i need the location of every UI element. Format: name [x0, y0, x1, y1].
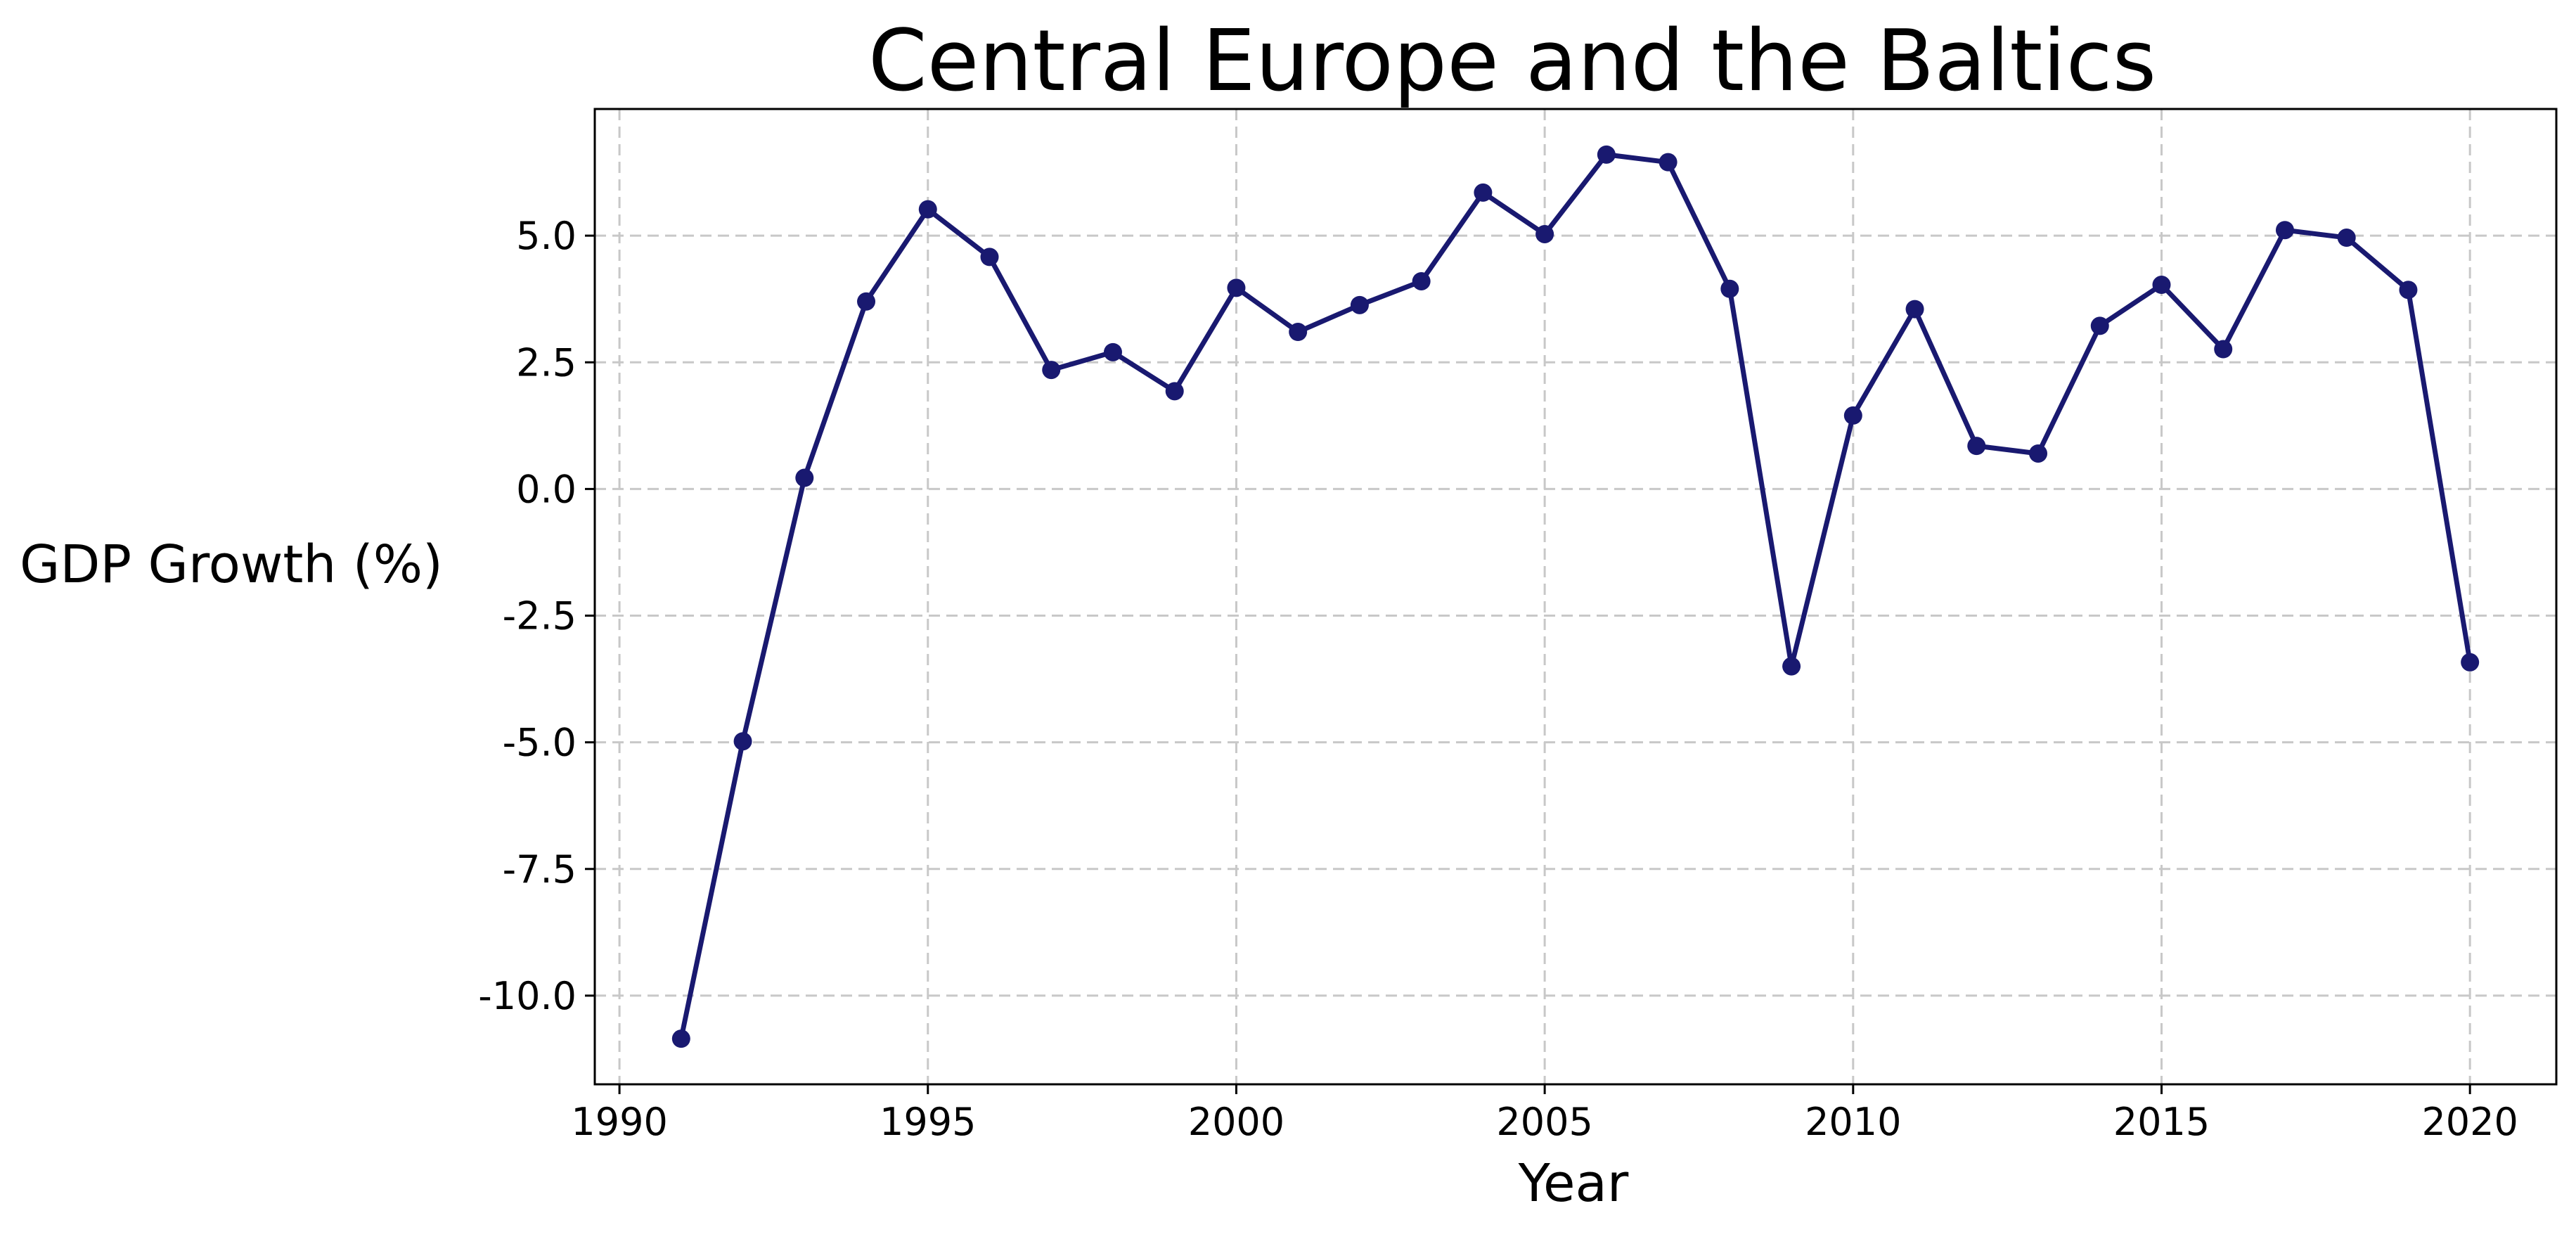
y-axis-label: GDP Growth (%): [20, 534, 443, 595]
data-point: [2461, 653, 2480, 672]
y-tick-label: -7.5: [503, 847, 577, 892]
data-point: [1720, 279, 1739, 298]
data-point: [2090, 316, 2109, 335]
data-point: [733, 732, 752, 751]
data-point: [1412, 271, 1431, 290]
data-point: [918, 200, 937, 219]
data-point: [857, 292, 876, 311]
axis-ticks: 1990 1995 2000 2005 2010 2015 2020 5.0 2.5 0.0 -2.…: [478, 214, 2518, 1144]
x-tick-label: 2000: [1188, 1100, 1284, 1144]
data-point: [1103, 342, 1122, 361]
y-tick-label: 2.5: [516, 340, 577, 385]
plot-area-frame: [593, 108, 2558, 1086]
x-tick-label: 1990: [571, 1100, 667, 1144]
data-point: [2214, 340, 2233, 359]
data-point: [2152, 276, 2171, 295]
data-point: [2029, 444, 2048, 463]
data-point: [2275, 221, 2294, 240]
data-point: [1474, 183, 1493, 202]
x-tick-label: 2005: [1496, 1100, 1592, 1144]
y-tick-label: -2.5: [503, 594, 577, 638]
x-tick-label: 2020: [2421, 1100, 2518, 1144]
data-point: [980, 248, 999, 267]
x-tick-label: 2015: [2113, 1100, 2210, 1144]
grid: [595, 109, 2556, 1084]
x-tick-label: 1995: [880, 1100, 976, 1144]
data-point: [1042, 361, 1061, 380]
data-point: [1905, 300, 1924, 319]
x-axis-label: Year: [1518, 1153, 1629, 1214]
data-point: [1843, 406, 1862, 425]
y-tick-label: -10.0: [478, 974, 577, 1018]
series-group: [671, 145, 2480, 1048]
series-line: [678, 152, 2473, 1041]
series-layer: [671, 145, 2480, 1048]
chart-title: Central Europe and the Baltics: [868, 13, 2156, 110]
data-point: [1782, 657, 1801, 676]
y-tick-label: 0.0: [516, 467, 577, 511]
data-point: [1165, 382, 1184, 401]
data-point: [1659, 153, 1677, 172]
data-point: [2337, 229, 2356, 248]
y-tick-label: -5.0: [503, 721, 577, 765]
data-point: [1289, 323, 1308, 342]
data-point: [795, 468, 814, 487]
y-tick-label: 5.0: [516, 214, 577, 258]
data-point: [1597, 145, 1616, 164]
data-point: [2399, 281, 2418, 300]
data-point: [671, 1029, 690, 1048]
data-point: [1350, 295, 1369, 314]
data-point: [1535, 224, 1554, 243]
x-tick-label: 2010: [1805, 1100, 1901, 1144]
data-point: [1967, 437, 1986, 456]
data-point: [1227, 278, 1246, 297]
